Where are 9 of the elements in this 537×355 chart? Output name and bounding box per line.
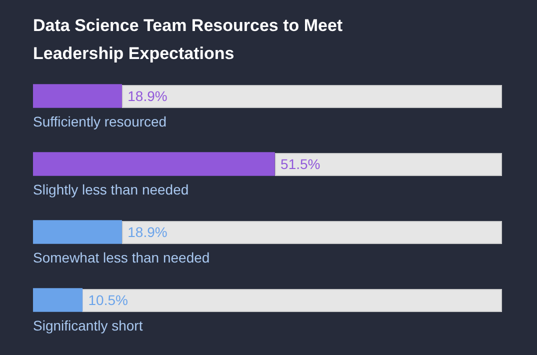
y-tick-label: Significantly short xyxy=(33,317,143,334)
y-tick-label: Slightly less than needed xyxy=(33,181,189,198)
data-label: 10.5% xyxy=(88,292,128,308)
chart-title: Data Science Team Resources to Meet Leadership Expectations xyxy=(33,15,344,65)
data-label: 18.9% xyxy=(128,88,168,104)
data-label: 18.9% xyxy=(128,224,168,240)
data-label: 51.5% xyxy=(280,156,320,172)
y-tick-label: Somewhat less than needed xyxy=(33,249,210,266)
y-tick-label: Sufficiently resourced xyxy=(33,113,167,130)
